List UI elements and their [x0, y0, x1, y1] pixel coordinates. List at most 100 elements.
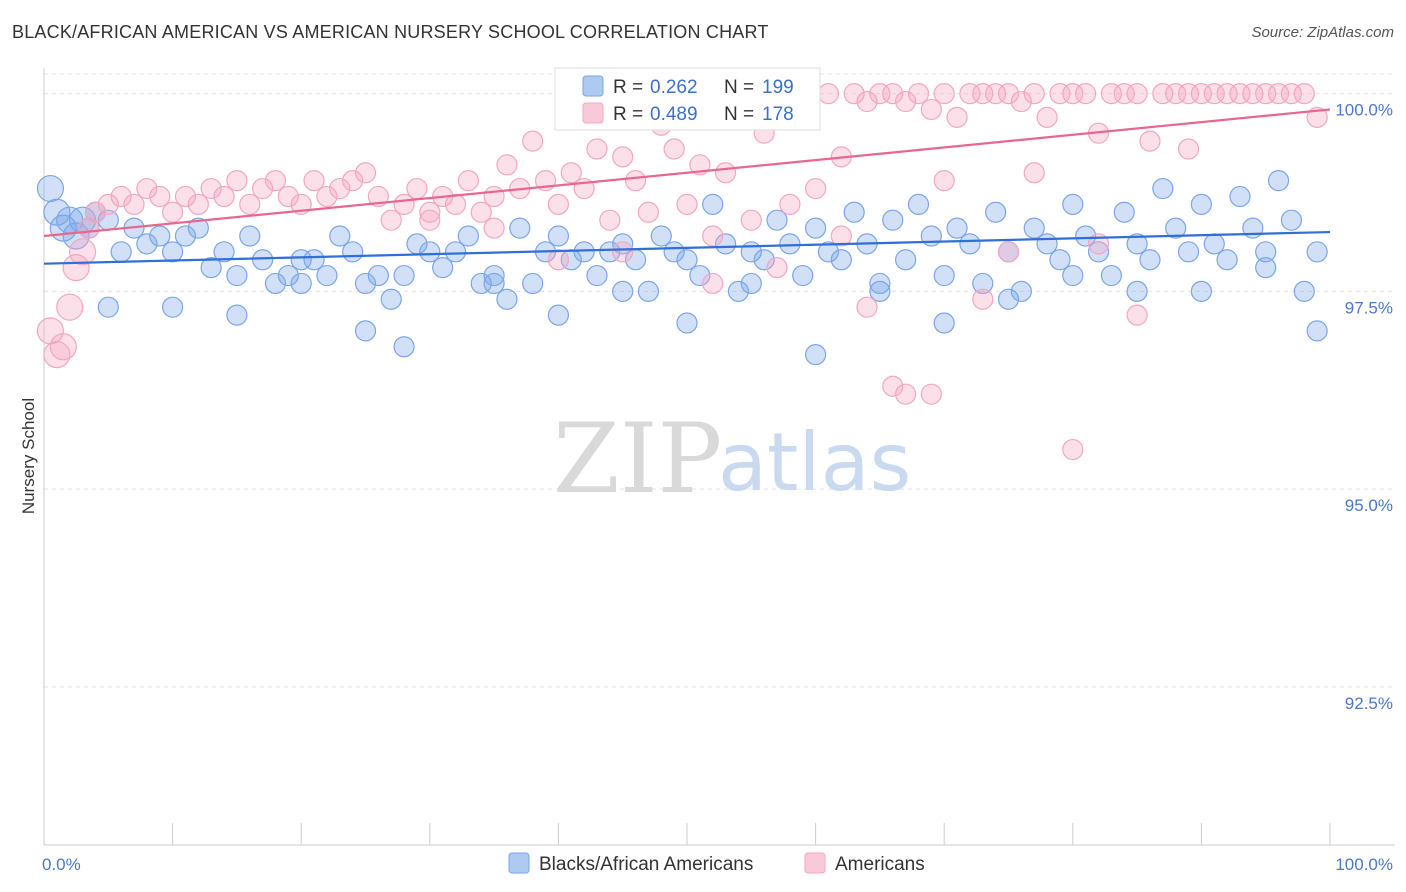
americans-point-21	[264, 170, 287, 192]
blacks-point-117	[1306, 320, 1328, 342]
americans-point-55	[702, 225, 724, 247]
americans-point-46	[586, 138, 608, 160]
y-tick-labels: 100.0% 97.5% 95.0% 92.5%	[1335, 101, 1393, 713]
americans-point-102	[1306, 106, 1328, 128]
americans-point-74	[946, 106, 968, 128]
americans-point-107	[1126, 304, 1148, 326]
americans-point-88	[1126, 83, 1148, 105]
americans-point-50	[637, 201, 660, 223]
legend-n-label-americans: N =	[724, 104, 754, 125]
americans-point-100	[1280, 83, 1303, 105]
americans-point-3	[56, 293, 84, 321]
blacks-point-95	[1216, 249, 1238, 271]
blacks-point-92	[1177, 241, 1200, 263]
blacks-point-15	[187, 217, 209, 239]
americans-point-37	[470, 201, 492, 223]
americans-point-26	[329, 177, 351, 200]
americans-point-12	[149, 185, 171, 208]
blacks-point-9	[110, 241, 132, 263]
americans-point-70	[895, 90, 917, 113]
blacks-point-88	[1126, 233, 1148, 255]
americans-point-53	[676, 193, 698, 215]
americans-point-47	[599, 209, 621, 231]
blacks-point-101	[1293, 280, 1315, 302]
blacks-point-30	[380, 288, 402, 310]
americans-point-18	[226, 170, 248, 192]
americans-point-35	[444, 193, 467, 215]
y-tick-label-2: 95.0%	[1345, 496, 1393, 515]
americans-point-71	[907, 83, 930, 105]
americans-point-119	[1177, 138, 1200, 160]
americans-point-103	[882, 375, 904, 397]
trend-lines	[43, 108, 1331, 265]
blacks-point-118	[1126, 280, 1148, 302]
x-tick-label-0: 0.0%	[42, 855, 81, 874]
americans-point-43	[547, 193, 570, 215]
americans-point-64	[817, 83, 840, 105]
blacks-point-87	[1113, 201, 1135, 223]
americans-point-52	[663, 138, 685, 160]
blacks-point-51	[650, 225, 672, 247]
blacks-point-112	[869, 280, 891, 302]
americans-point-11	[136, 177, 158, 200]
series-americans-points	[36, 83, 1328, 461]
blacks-point-79	[1010, 280, 1032, 302]
y-tick-label-3: 92.5%	[1345, 694, 1393, 713]
blacks-point-90	[1152, 177, 1174, 200]
blacks-point-113	[933, 312, 955, 334]
americans-point-54	[689, 154, 711, 176]
americans-point-69	[882, 83, 904, 105]
blacks-point-22	[277, 264, 299, 287]
blacks-point-80	[1023, 217, 1045, 239]
blacks-point-114	[1062, 264, 1084, 287]
americans-point-80	[1023, 83, 1045, 105]
legend-n-value-blacks: 199	[762, 77, 794, 98]
americans-point-81	[1036, 106, 1058, 128]
blacks-point-12	[149, 225, 171, 247]
blacks-point-77	[985, 201, 1007, 223]
blacks-point-13	[162, 241, 184, 263]
x-tick-labels: 0.0% 100.0%	[42, 855, 1393, 874]
blacks-point-41	[522, 272, 544, 295]
blacks-point-37	[470, 272, 492, 295]
blacks-point-62	[792, 264, 814, 287]
legend-n-value-americans: 178	[762, 104, 794, 125]
blacks-point-98	[1255, 241, 1277, 263]
blacks-point-34	[432, 257, 454, 279]
americans-point-90	[1152, 83, 1174, 105]
series-legend-swatch-blacks	[508, 852, 530, 874]
americans-point-22	[277, 185, 299, 208]
americans-point-112	[547, 249, 570, 271]
blacks-point-73	[933, 264, 955, 287]
americans-point-2	[49, 333, 77, 361]
americans-point-77	[985, 83, 1007, 105]
americans-trend-line	[43, 108, 1331, 238]
americans-point-115	[766, 257, 788, 279]
americans-point-99	[1267, 83, 1290, 105]
blacks-point-4	[62, 222, 90, 250]
americans-point-117	[933, 170, 955, 192]
x-tick-label-1: 100.0%	[1335, 855, 1393, 874]
americans-point-20	[252, 177, 274, 200]
americans-point-87	[1113, 83, 1135, 105]
americans-point-75	[959, 83, 981, 105]
americans-point-84	[1075, 83, 1097, 105]
americans-point-116	[830, 225, 852, 247]
blacks-point-63	[804, 217, 827, 239]
blacks-point-21	[264, 272, 287, 295]
legend-r-label-blacks: R =	[613, 77, 643, 98]
legend-r-value-americans: 0.489	[650, 104, 698, 125]
blacks-point-36	[457, 225, 479, 247]
americans-point-98	[1255, 83, 1277, 105]
americans-point-104	[895, 383, 917, 405]
americans-point-73	[933, 83, 955, 105]
legend-swatch-americans	[582, 102, 604, 124]
blacks-point-33	[419, 241, 441, 263]
americans-point-61	[779, 193, 801, 215]
americans-point-105	[920, 383, 942, 405]
blacks-point-82	[1049, 249, 1071, 271]
americans-point-76	[972, 83, 994, 105]
blacks-point-60	[766, 209, 788, 231]
source-label: Source: ZipAtlas.com	[1251, 24, 1394, 41]
blacks-point-120	[740, 272, 762, 295]
